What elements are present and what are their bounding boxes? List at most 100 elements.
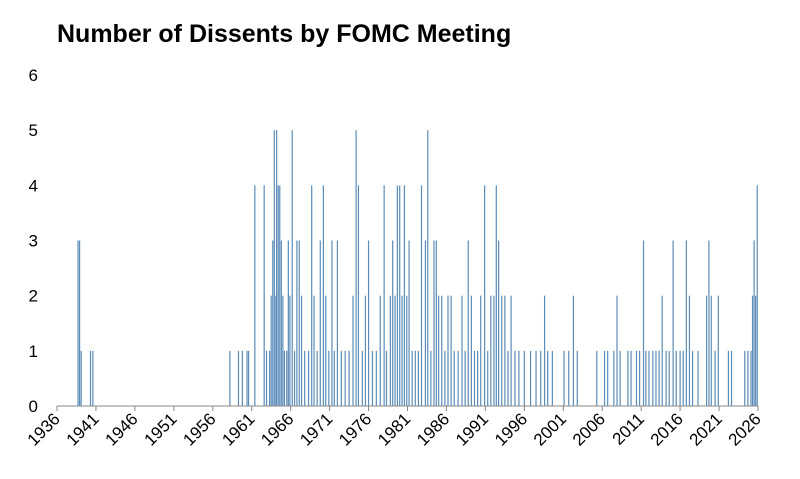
bar — [357, 185, 360, 406]
bar — [383, 185, 385, 406]
bar — [273, 130, 275, 406]
bar — [444, 350, 446, 406]
x-tick-label: 2021 — [686, 409, 726, 449]
bar — [293, 350, 296, 406]
bar — [668, 350, 670, 406]
bar — [385, 350, 388, 406]
bar — [510, 295, 512, 406]
bar — [424, 240, 427, 406]
bar — [286, 350, 288, 406]
bar — [396, 185, 398, 406]
y-tick-label: 1 — [29, 342, 38, 361]
bar — [399, 185, 401, 406]
bar — [275, 295, 277, 406]
bar — [311, 185, 313, 406]
bar — [367, 240, 370, 406]
bar — [282, 295, 284, 406]
bar — [316, 350, 318, 406]
bar — [447, 295, 449, 406]
bar — [394, 295, 396, 406]
bar — [675, 350, 677, 406]
bar — [727, 350, 730, 406]
x-tick-label: 2011 — [609, 409, 648, 448]
bar — [392, 240, 394, 406]
x-tick-label: 2016 — [647, 409, 687, 449]
bar — [750, 350, 752, 406]
bar — [540, 350, 542, 406]
bar — [652, 350, 654, 406]
bar — [291, 130, 293, 406]
bar — [336, 240, 338, 406]
bar — [89, 350, 92, 406]
bar — [470, 295, 472, 406]
bar — [328, 350, 330, 406]
bar — [543, 295, 546, 406]
x-tick-label: 2006 — [569, 409, 609, 449]
bar — [92, 350, 94, 406]
bar — [304, 350, 306, 406]
bar — [403, 185, 405, 406]
chart-title: Number of Dissents by FOMC Meeting — [57, 20, 511, 48]
bar — [645, 350, 647, 406]
bar — [450, 295, 452, 406]
bar — [414, 350, 416, 406]
bar — [710, 295, 712, 406]
bar — [658, 350, 660, 406]
bar — [714, 350, 716, 406]
y-tick-label: 3 — [29, 232, 38, 251]
bar — [427, 130, 429, 406]
bar — [277, 185, 279, 406]
bar — [420, 185, 423, 406]
bar — [568, 350, 570, 406]
bar — [355, 130, 357, 406]
bar — [417, 350, 420, 406]
bar — [596, 350, 598, 406]
bar — [78, 240, 81, 406]
bar — [665, 350, 667, 406]
bar — [331, 240, 333, 406]
x-tick-label: 2001 — [530, 409, 570, 449]
bar — [325, 295, 327, 406]
bar — [348, 350, 350, 406]
bar — [441, 295, 443, 406]
bar — [313, 295, 315, 406]
bar — [453, 350, 455, 406]
bar — [307, 350, 310, 406]
bar — [619, 350, 621, 406]
bar — [661, 295, 663, 406]
bar — [751, 295, 754, 406]
y-tick-label: 6 — [29, 66, 38, 85]
bar — [484, 185, 486, 406]
bar — [535, 350, 537, 406]
bar — [406, 295, 408, 406]
bar — [229, 350, 231, 406]
bar — [340, 350, 342, 406]
x-tick-label: 1951 — [140, 409, 180, 449]
bar — [507, 350, 509, 406]
bar — [289, 295, 291, 406]
bar — [755, 295, 757, 406]
bar — [518, 350, 520, 406]
bar — [613, 350, 615, 406]
y-tick-label: 4 — [29, 176, 38, 195]
bar — [688, 295, 691, 406]
bar — [627, 350, 629, 406]
bar — [296, 240, 298, 406]
bar — [547, 350, 549, 406]
bar — [655, 350, 657, 406]
bar — [572, 295, 575, 406]
bar — [480, 295, 482, 406]
bar — [433, 240, 435, 406]
bar — [248, 350, 250, 406]
bar — [352, 295, 354, 406]
bar — [501, 295, 503, 406]
bar — [263, 185, 265, 406]
bar — [322, 185, 324, 406]
bar — [287, 240, 289, 406]
bar — [80, 350, 82, 406]
bar — [467, 240, 469, 406]
bar — [756, 185, 758, 406]
bar — [697, 350, 699, 406]
bar — [364, 295, 367, 406]
bar — [551, 350, 553, 406]
